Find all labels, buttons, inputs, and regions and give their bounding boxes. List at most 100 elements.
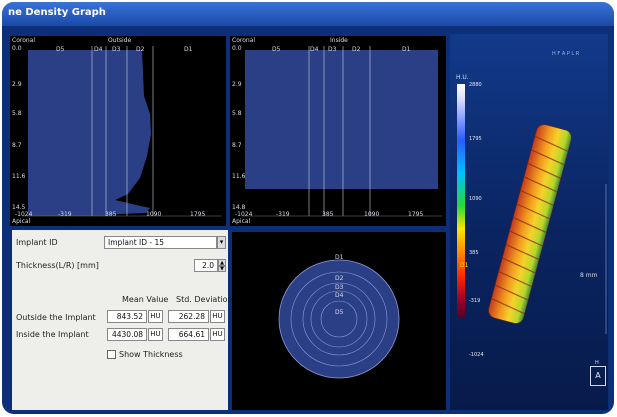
- hu-tick: -1024: [469, 352, 484, 358]
- show-thickness-label: Show Thickness: [119, 350, 183, 359]
- implant-info-panel: Implant ID Implant ID - 15 ▾ Thickness(L…: [12, 230, 233, 410]
- hu-tick: -319: [469, 298, 481, 304]
- chevron-down-icon[interactable]: ▾: [217, 236, 226, 249]
- inside-mean-unit: HU: [148, 328, 163, 341]
- zone-label-d2: D2: [136, 46, 145, 53]
- inside-mean-value: 4430.08: [111, 330, 143, 339]
- y-tick: 5.8: [232, 110, 242, 117]
- inside-zone-lines: [308, 46, 371, 216]
- outside-std-field: 262.28: [168, 310, 209, 323]
- orientation-cube-top: H: [595, 360, 599, 366]
- orientation-cube[interactable]: A: [590, 366, 606, 386]
- inside-mean-field: 4430.08: [107, 328, 147, 341]
- chevron-down-icon[interactable]: ▼: [218, 266, 226, 272]
- unit-label: HU: [150, 330, 161, 338]
- thickness-label: Thickness(L/R) [mm]: [16, 261, 99, 270]
- x-tick: -1024: [235, 211, 253, 218]
- x-tick: 1795: [190, 211, 206, 218]
- apical-label: Apical: [232, 218, 251, 225]
- zone-label-d4: D4: [310, 46, 319, 53]
- x-tick: -1024: [15, 211, 33, 218]
- y-tick: 14.8: [232, 204, 246, 211]
- x-tick: 385: [105, 211, 117, 218]
- y-tick: 8.7: [12, 142, 22, 149]
- hu-tick: 1795: [469, 136, 482, 142]
- zone-label-d5: D5: [272, 46, 281, 53]
- zone-label-d1: D1: [184, 46, 193, 53]
- hu-color-scale: [457, 84, 465, 318]
- zone-label-d1: D1: [402, 46, 411, 53]
- x-tick: -319: [276, 211, 290, 218]
- region-label: Inside: [330, 37, 348, 44]
- zone-label-d3: D3: [112, 46, 121, 53]
- window-title: ne Density Graph: [8, 7, 106, 18]
- y-tick: 0.0: [12, 45, 22, 52]
- unit-label: HU: [150, 312, 161, 320]
- inside-implant-label: Inside the Implant: [16, 330, 89, 339]
- zone-label-d3: D3: [328, 46, 337, 53]
- outside-graph-plot: [22, 46, 222, 217]
- inside-graph-plot: [242, 46, 442, 217]
- outside-density-graph: Coronal Outside D5 D4 D3 D2 D1 0.0 2.9 5…: [10, 36, 226, 226]
- outside-zone-lines: [91, 46, 154, 216]
- cross-section-plot: [278, 259, 400, 379]
- ring-label-d2: D2: [335, 275, 344, 282]
- std-deviation-header: Std. Deviation: [176, 295, 233, 304]
- inside-std-value: 664.61: [178, 330, 205, 339]
- y-tick: 0.0: [232, 45, 242, 52]
- implant-id-label: Implant ID: [16, 238, 58, 247]
- outside-implant-label: Outside the Implant: [16, 313, 96, 322]
- implant-model: [488, 124, 607, 334]
- implant-id-value: Implant ID - 15: [108, 238, 165, 247]
- chevron-up-icon[interactable]: ▲: [218, 259, 226, 266]
- inside-std-unit: HU: [210, 328, 225, 341]
- x-tick: 1795: [408, 211, 424, 218]
- outside-mean-value: 843.52: [116, 312, 143, 321]
- y-tick: 11.6: [12, 173, 26, 180]
- scale-label: 8 mm: [580, 272, 598, 279]
- x-tick: 385: [322, 211, 334, 218]
- outside-std-value: 262.28: [178, 312, 205, 321]
- inside-density-graph: Coronal Inside D5 D4 D3 D2 D1 0.0 2.9 5.…: [230, 36, 446, 226]
- unit-label: HU: [212, 330, 223, 338]
- orientation-labels: H F A P L R: [552, 51, 580, 57]
- hu-tick: 2880: [469, 82, 482, 88]
- y-tick: 14.5: [12, 204, 26, 211]
- orientation-cube-face: A: [595, 371, 601, 380]
- implant-id-dropdown[interactable]: Implant ID - 15: [104, 236, 217, 249]
- inside-density-area: [245, 50, 438, 189]
- x-tick: 1090: [364, 211, 380, 218]
- coronal-label: Coronal: [232, 37, 256, 44]
- thickness-value: 2.0: [202, 261, 214, 270]
- region-label: Outside: [108, 37, 132, 44]
- unit-label: HU: [212, 312, 223, 320]
- zone-label-d5: D5: [56, 46, 65, 53]
- d-zone-marker: D1: [460, 262, 469, 269]
- implant-3d-view[interactable]: H F A P L R H.U. 2880 1795 1090 385 -319…: [450, 34, 608, 410]
- x-tick: -319: [58, 211, 72, 218]
- mean-value-header: Mean Value: [122, 295, 169, 304]
- inside-std-field: 664.61: [168, 328, 209, 341]
- outside-density-area: [28, 50, 151, 216]
- hu-label: H.U.: [456, 74, 469, 81]
- y-tick: 2.9: [232, 81, 242, 88]
- coronal-label: Coronal: [12, 37, 36, 44]
- y-tick: 5.8: [12, 110, 22, 117]
- y-tick: 2.9: [12, 81, 22, 88]
- hu-tick: 385: [469, 250, 479, 256]
- ring-label-d5: D5: [335, 309, 344, 316]
- hu-tick: 1090: [469, 196, 482, 202]
- y-tick: 11.6: [232, 173, 246, 180]
- outside-std-unit: HU: [210, 310, 225, 323]
- ring-label-d3: D3: [335, 284, 344, 291]
- ring-label-d1: D1: [335, 254, 344, 261]
- title-bar: ne Density Graph: [2, 2, 614, 26]
- x-tick: 1090: [146, 211, 162, 218]
- zone-label-d4: D4: [94, 46, 103, 53]
- show-thickness-checkbox[interactable]: [107, 350, 116, 359]
- cross-section-view: D1 D2 D3 D4 D5: [232, 232, 446, 410]
- thickness-input[interactable]: 2.0: [194, 259, 218, 272]
- zone-label-d2: D2: [352, 46, 361, 53]
- y-tick: 8.7: [232, 142, 242, 149]
